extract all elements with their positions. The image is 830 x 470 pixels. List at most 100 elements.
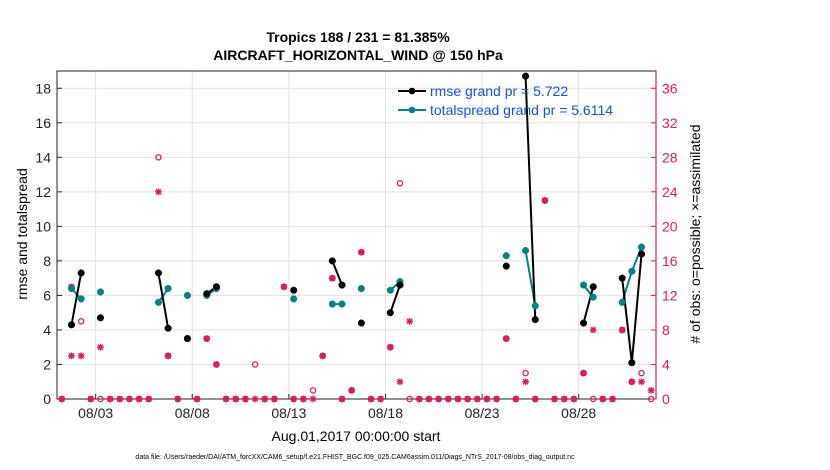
rmse-point [183,335,191,343]
y-tick-label-left: 16 [35,115,51,131]
rmse-point [589,283,597,291]
obs-assimilated-point [541,197,549,204]
obs-assimilated-point [386,343,394,351]
totalspread-point [357,284,365,293]
rmse-point [96,314,105,322]
obs-assimilated-point [241,395,249,403]
y-tick-label-right: 20 [662,218,678,234]
obs-assimilated-point [328,274,336,282]
obs-assimilated-point [473,395,481,403]
obs-assimilated-point [319,352,327,360]
obs-assimilated-point [280,283,288,291]
obs-assimilated-point [551,395,558,403]
x-tick-label: 08/03 [78,405,113,421]
obs-assimilated-point [628,378,636,386]
obs-assimilated-point [483,395,491,403]
obs-possible-point [97,395,104,403]
x-tick-label: 08/18 [368,405,403,421]
y-tick-label-right: 36 [662,80,678,96]
x-tick-label: 08/23 [465,405,500,421]
totalspread-point [290,295,298,303]
rmse-point [522,72,530,80]
y-axis-label-right: # of obs: o=possible; ×=assimilated [687,124,703,343]
axes: 08/03 08/08 08/13 08/18 08/23 08/280246810121… [35,80,677,421]
x-tick-label: 08/08 [175,405,210,421]
legend: rmse grand pr = 5.722 totalspread grand … [398,83,613,118]
obs-assimilated-point [213,361,220,368]
series-points [67,72,646,367]
obs-assimilated-point [309,395,317,403]
y-tick-label-right: 16 [662,253,678,269]
x-tick-label: 08/13 [271,405,306,421]
y-tick-label-right: 12 [662,287,678,303]
rmse-point [579,319,588,327]
obs-assimilated-point [97,343,104,351]
obs-assimilated-point [638,378,645,386]
totalspread-point [183,291,191,299]
obs-assimilated-point [599,395,607,403]
obs-assimilated-point [164,352,172,360]
obs-assimilated-point [609,395,616,403]
rmse-point [628,359,636,367]
obs-marks [58,154,655,403]
totalspread-point [531,302,539,310]
x-axis-label: Aug.01,2017 00:00:00 start [272,428,441,444]
rmse-line-segment [582,286,595,324]
obs-assimilated-point [126,395,133,403]
rmse-point [67,321,76,329]
data-file-footer: data file: /Users/raeder/DAI/ATM_forcXX/… [135,454,575,461]
obs-possible-point [309,387,317,394]
obs-assimilated-point [106,395,114,403]
chart-title: Tropics 188 / 231 = 81.385% [266,29,450,45]
obs-possible-point [589,395,597,403]
totalspread-point [67,284,76,293]
obs-assimilated-point [377,395,385,403]
totalspread-point [328,300,336,308]
legend-spread-label: totalspread grand pr = 5.6114 [430,102,613,118]
obs-assimilated-point [261,395,269,403]
totalspread-point [386,286,394,294]
y-tick-label-left: 0 [43,391,51,407]
y-tick-label-right: 4 [662,356,670,372]
obs-assimilated-point [232,395,240,403]
totalspread-point [589,293,597,301]
obs-assimilated-point [222,395,230,403]
obs-assimilated-point [68,352,75,360]
y-tick-label-right: 28 [662,149,678,165]
rmse-point [154,269,162,277]
y-tick-label-left: 14 [35,149,51,165]
totalspread-point [77,295,85,303]
obs-assimilated-point [77,352,85,360]
totalspread-point [502,252,510,260]
obs-assimilated-point [493,395,500,403]
rmse-point [77,269,85,277]
series-lines [70,76,643,363]
obs-possible-point [396,179,404,187]
obs-assimilated-point [116,395,124,403]
obs-assimilated-point [589,326,597,334]
y-tick-label-left: 4 [43,322,51,338]
totalspread-point [637,243,646,251]
rmse-point [502,262,510,270]
y-tick-label-right: 32 [662,115,678,131]
obs-assimilated-point [87,395,95,403]
gridlines [57,71,656,400]
rmse-point [203,290,211,298]
rmse-point [637,250,646,258]
y-tick-label-left: 6 [43,287,51,303]
obs-possible-point [638,369,645,377]
legend-rmse-label: rmse grand pr = 5.722 [430,83,568,99]
obs-assimilated-point [135,395,143,403]
chart-subtitle: AIRCRAFT_HORIZONTAL_WIND @ 150 hPa [213,47,503,63]
rmse-point [212,283,220,291]
obs-assimilated-point [531,395,539,403]
obs-possible-point [155,154,162,161]
obs-possible-point [77,318,85,325]
obs-assimilated-point [290,395,298,403]
rmse-point [164,324,172,332]
rmse-line-segment [157,272,170,329]
totalspread-point [96,288,105,296]
obs-assimilated-point [560,395,568,403]
rmse-point [618,274,626,282]
